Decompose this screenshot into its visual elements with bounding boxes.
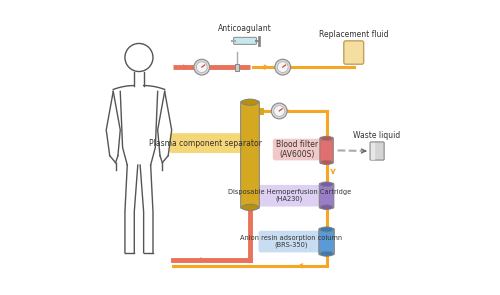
- Text: Plasma component separator: Plasma component separator: [149, 139, 262, 148]
- FancyBboxPatch shape: [320, 137, 334, 163]
- Circle shape: [196, 62, 207, 73]
- Text: Anticoagulant: Anticoagulant: [218, 24, 272, 33]
- FancyBboxPatch shape: [344, 41, 364, 64]
- Text: Replacement fluid: Replacement fluid: [319, 30, 388, 39]
- FancyBboxPatch shape: [234, 64, 239, 71]
- FancyBboxPatch shape: [234, 37, 256, 44]
- Ellipse shape: [320, 227, 333, 232]
- FancyBboxPatch shape: [257, 185, 322, 206]
- Text: Disposable Hemoperfusion Cartridge
(HA230): Disposable Hemoperfusion Cartridge (HA23…: [228, 189, 351, 202]
- Text: Blood filter
(AV600S): Blood filter (AV600S): [276, 140, 318, 159]
- FancyBboxPatch shape: [170, 133, 242, 153]
- Ellipse shape: [242, 99, 258, 105]
- FancyBboxPatch shape: [240, 101, 260, 209]
- Ellipse shape: [320, 251, 333, 256]
- FancyBboxPatch shape: [258, 231, 324, 253]
- Circle shape: [278, 62, 288, 73]
- Circle shape: [275, 59, 290, 75]
- Ellipse shape: [320, 205, 332, 209]
- Text: Waste liquid: Waste liquid: [354, 131, 401, 140]
- FancyBboxPatch shape: [319, 228, 334, 255]
- Ellipse shape: [321, 160, 332, 165]
- FancyBboxPatch shape: [370, 142, 384, 160]
- Text: Anion resin adsorption column
(BRS-350): Anion resin adsorption column (BRS-350): [240, 235, 342, 248]
- FancyBboxPatch shape: [273, 139, 322, 160]
- FancyBboxPatch shape: [320, 183, 334, 208]
- Ellipse shape: [320, 182, 332, 187]
- Ellipse shape: [321, 136, 332, 140]
- Circle shape: [274, 106, 284, 116]
- Circle shape: [272, 103, 287, 119]
- Ellipse shape: [242, 204, 258, 211]
- Circle shape: [194, 59, 210, 75]
